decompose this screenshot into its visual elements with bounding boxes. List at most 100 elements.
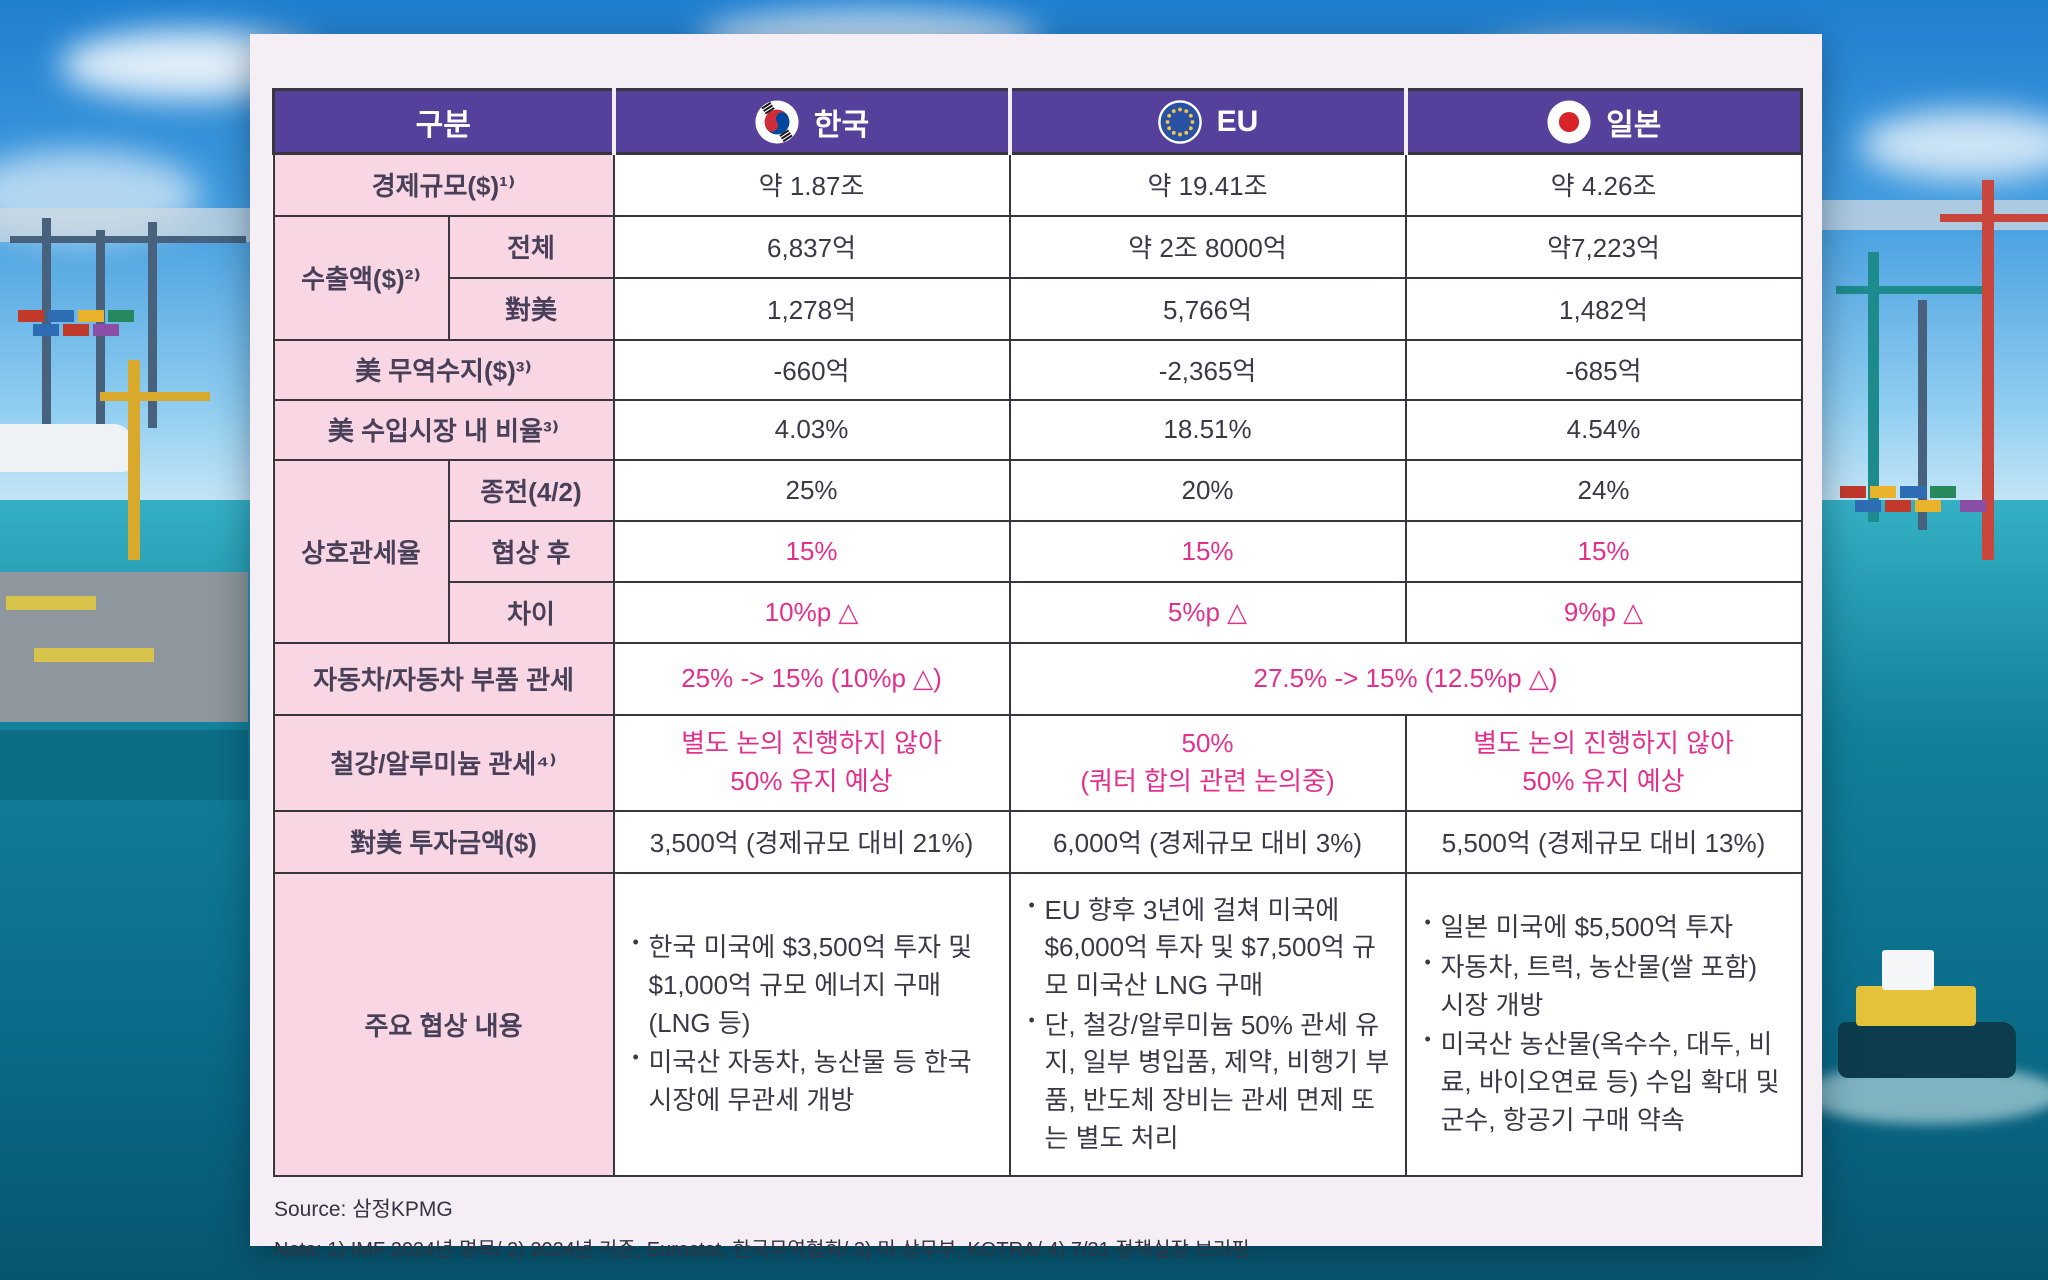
terms-list-korea: 한국 미국에 $3,500억 투자 및 $1,000억 규모 에너지 구매(LN… (629, 929, 995, 1119)
row-us-import-share: 美 수입시장 내 비율³⁾ 4.03% 18.51% 4.54% (272, 398, 1803, 461)
row-economy-size: 경제규모($)¹⁾ 약 1.87조 약 19.41조 약 4.26조 (272, 152, 1803, 217)
container-icon (48, 310, 74, 322)
korea-flag-icon (755, 99, 799, 144)
container-icon (108, 310, 134, 322)
row-label: 주요 협상 내용 (272, 871, 615, 1178)
eu-flag-icon (1157, 99, 1202, 144)
cell-investment-korea: 3,500억 (경제규모 대비 21%) (612, 809, 1011, 874)
cell-tariff-after-eu: 15% (1008, 519, 1407, 583)
cell-exports-us-japan: 1,482억 (1404, 276, 1803, 341)
cell-auto-eu-japan: 27.5% -> 15% (12.5%p △) (1008, 641, 1803, 716)
japan-flag-icon (1547, 99, 1591, 144)
container-icon (1930, 486, 1956, 498)
cell-share-japan: 4.54% (1404, 398, 1803, 461)
tugboat-cabin (1882, 950, 1934, 990)
row-tariff-after: 협상 후 15% 15% 15% (274, 519, 1803, 583)
row-sublabel-after: 협상 후 (447, 519, 615, 583)
row-exports-total: 수출액($)²⁾ 전체 6,837억 약 2조 8000억 약7,223억 (272, 214, 1803, 341)
container-icon (1855, 500, 1881, 512)
col-header-eu: EU (1007, 88, 1407, 155)
row-label: 자동차/자동차 부품 관세 (272, 641, 615, 716)
row-key-terms: 주요 협상 내용 한국 미국에 $3,500억 투자 및 $1,000억 규모 … (272, 871, 1803, 1178)
tugboat-deck (1856, 986, 1976, 1026)
col-header-korea: 한국 (611, 88, 1011, 155)
container-icon (1870, 486, 1896, 498)
cell-investment-eu: 6,000억 (경제규모 대비 3%) (1008, 809, 1407, 874)
cell-tariff-after-japan: 15% (1404, 519, 1803, 583)
container-icon (18, 310, 44, 322)
col-header-label: 일본 (1606, 108, 1662, 142)
col-header-japan: 일본 (1403, 88, 1804, 155)
col-header-category: 구분 (271, 88, 615, 155)
crane-boom-icon (10, 236, 246, 243)
cell-tariff-before-japan: 24% (1404, 458, 1803, 522)
line-2: 50% 유지 예상 (730, 765, 893, 796)
list-item: 자동차, 트럭, 농산물(쌀 포함) 시장 개방 (1421, 949, 1787, 1024)
cell-share-korea: 4.03% (612, 398, 1011, 461)
cell-tariff-diff-eu: 5%p △ (1008, 580, 1407, 644)
cell-balance-japan: -685억 (1404, 338, 1803, 401)
row-label: 對美 투자금액($) (272, 809, 615, 874)
crane-mast-icon (148, 222, 157, 428)
dock-stripe (34, 648, 154, 662)
infographic-card: 구분 (250, 34, 1822, 1261)
cell-exports-total-korea: 6,837억 (612, 214, 1011, 279)
tugboat-hull (1838, 1022, 2016, 1078)
container-icon (63, 324, 89, 336)
cell-terms-korea: 한국 미국에 $3,500억 투자 및 $1,000억 규모 에너지 구매(LN… (612, 871, 1011, 1178)
row-exports-to-us: 對美 1,278억 5,766억 1,482억 (274, 276, 1803, 341)
container-icon (78, 310, 104, 322)
red-crane-icon (1982, 180, 1994, 560)
terms-list-japan: 일본 미국에 $5,500억 투자 자동차, 트럭, 농산물(쌀 포함) 시장 … (1421, 909, 1787, 1139)
cell-tariff-diff-japan: 9%p △ (1404, 580, 1803, 644)
row-sublabel-diff: 차이 (447, 580, 615, 644)
dock-platform (0, 572, 248, 722)
container-icon (1960, 500, 1986, 512)
cell-share-eu: 18.51% (1008, 398, 1407, 461)
container-icon (1840, 486, 1866, 498)
row-us-investment: 對美 투자금액($) 3,500억 (경제규모 대비 21%) 6,000억 (… (272, 809, 1803, 874)
cell-terms-eu: EU 향후 3년에 걸쳐 미국에 $6,000억 투자 및 $7,500억 규모… (1008, 871, 1407, 1178)
list-item: 한국 미국에 $3,500억 투자 및 $1,000억 규모 에너지 구매(LN… (629, 929, 995, 1042)
line-1: 50% (1181, 727, 1234, 758)
cell-investment-japan: 5,500억 (경제규모 대비 13%) (1404, 809, 1803, 874)
yellow-crane-icon (100, 392, 210, 401)
cell-exports-us-eu: 5,766억 (1008, 276, 1407, 341)
row-sublabel-total: 전체 (447, 214, 615, 279)
cell-exports-us-korea: 1,278억 (612, 276, 1011, 341)
terms-list-eu: EU 향후 3년에 걸쳐 미국에 $6,000억 투자 및 $7,500억 규모… (1025, 892, 1391, 1158)
note-line: Note: 1) IMF 2024년 명목/ 2) 2024년 기준, Euro… (274, 1239, 1250, 1262)
row-sublabel-to-us: 對美 (447, 276, 615, 341)
row-tariff-diff: 차이 10%p △ 5%p △ 9%p △ (274, 580, 1803, 644)
yellow-crane-icon (128, 360, 140, 560)
line-2: (쿼터 합의 관련 논의중) (1080, 765, 1335, 796)
row-label: 美 수입시장 내 비율³⁾ (272, 398, 615, 461)
cell-tariff-before-korea: 25% (612, 458, 1011, 522)
cell-tariff-before-eu: 20% (1008, 458, 1407, 522)
row-steel-tariff: 철강/알루미늄 관세⁴⁾ 별도 논의 진행하지 않아 50% 유지 예상 50%… (272, 713, 1803, 812)
ship-icon (0, 424, 132, 472)
cell-economy-japan: 약 4.26조 (1404, 152, 1803, 217)
cloud (1860, 110, 2048, 180)
teal-crane-icon (1836, 286, 1986, 294)
cell-steel-korea: 별도 논의 진행하지 않아 50% 유지 예상 (612, 713, 1011, 812)
cell-tariff-after-korea: 15% (612, 519, 1011, 583)
line-2: 50% 유지 예상 (1522, 765, 1685, 796)
cell-steel-japan: 별도 논의 진행하지 않아 50% 유지 예상 (1404, 713, 1803, 812)
container-icon (1885, 500, 1911, 512)
row-us-trade-balance: 美 무역수지($)³⁾ -660억 -2,365억 -685억 (272, 338, 1803, 401)
col-header-label: EU (1216, 104, 1259, 138)
crane-mast-icon (42, 218, 51, 428)
row-label-exports: 수출액($)²⁾ (272, 214, 450, 341)
cell-terms-japan: 일본 미국에 $5,500억 투자 자동차, 트럭, 농산물(쌀 포함) 시장 … (1404, 871, 1803, 1178)
cell-economy-eu: 약 19.41조 (1008, 152, 1407, 217)
list-item: EU 향후 3년에 걸쳐 미국에 $6,000억 투자 및 $7,500억 규모… (1025, 892, 1391, 1005)
line-1: 별도 논의 진행하지 않아 (681, 727, 942, 758)
dock-stripe (6, 596, 96, 610)
cell-balance-eu: -2,365억 (1008, 338, 1407, 401)
container-icon (93, 324, 119, 336)
container-icon (33, 324, 59, 336)
cell-economy-korea: 약 1.87조 (612, 152, 1011, 217)
row-label: 철강/알루미늄 관세⁴⁾ (272, 713, 615, 812)
cell-balance-korea: -660억 (612, 338, 1011, 401)
